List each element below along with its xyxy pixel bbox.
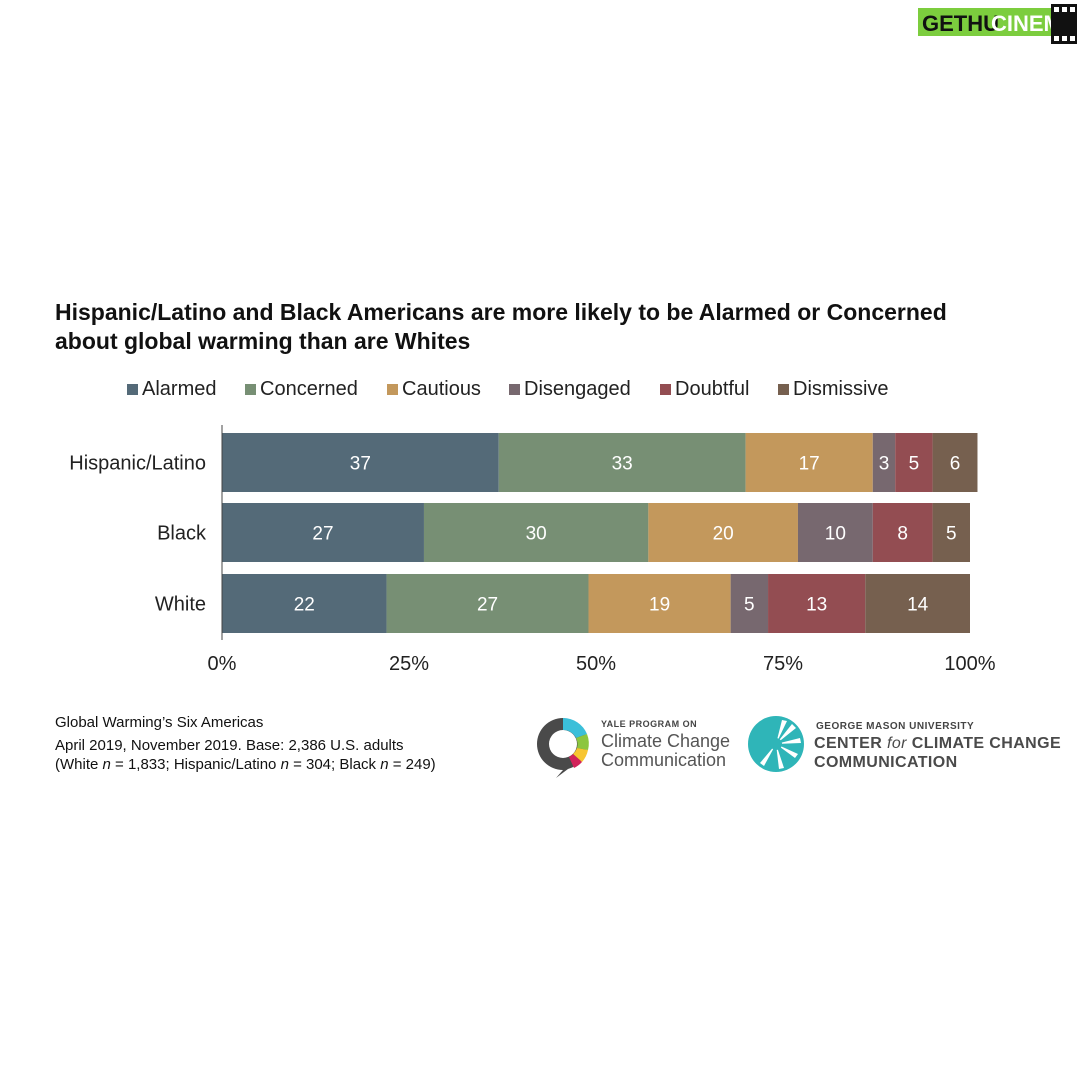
footnote-sample-sizes: (White n = 1,833; Hispanic/Latino n = 30… [55,756,436,773]
bar-value-label: 6 [950,454,961,475]
bar-segment [872,503,933,562]
legend-swatch [245,384,256,395]
x-tick-label: 50% [576,653,616,675]
bar-segment [222,433,499,492]
bar-value-label: 22 [294,595,315,616]
bar-value-label: 5 [744,595,755,616]
bar-value-label: 30 [526,524,547,545]
legend-swatch [509,384,520,395]
legend-swatch [127,384,138,395]
legend-label: Alarmed [142,378,217,400]
bar-value-label: 3 [879,454,890,475]
speech-bubble-icon [537,718,589,778]
bar-value-label: 37 [350,454,371,475]
legend-item: Cautious [387,378,481,401]
bar-segment [730,574,769,633]
bar-segment [932,433,978,492]
bar-segment [648,503,798,562]
chart-title-line-1: Hispanic/Latino and Black Americans are … [55,299,947,325]
gmu-university-label: GEORGE MASON UNIVERSITY [816,721,975,732]
bar-value-label: 14 [907,595,929,616]
bar-value-label: 27 [477,595,498,616]
bar-segment [498,433,746,492]
bar-value-label: 5 [946,524,957,545]
chart-title-line-2: about global warming than are Whites [55,328,471,354]
bar-value-label: 20 [713,524,734,545]
bar-value-label: 19 [649,595,670,616]
x-tick-label: 100% [944,653,995,675]
bar-value-label: 27 [312,524,333,545]
bar-segment [386,574,589,633]
category-label: Black [157,523,207,545]
legend-item: Alarmed [127,378,216,401]
chart-title: Hispanic/Latino and Black Americans are … [55,298,1015,356]
legend-label: Cautious [402,378,481,400]
yale-climate-change-label: Climate Change [601,731,731,751]
x-tick-label: 0% [208,653,237,675]
bar-value-label: 13 [806,595,827,616]
legend-swatch [387,384,398,395]
bar-value-label: 10 [825,524,846,545]
bar-segment [768,574,866,633]
gmu-communication-label: COMMUNICATION [814,754,958,771]
bar-value-label: 33 [612,454,633,475]
yale-climate-change-communication-logo: YALE PROGRAM ON Climate Change Communica… [532,712,742,782]
gmu-center-label: CENTER for CLIMATE CHANGE [814,735,1062,752]
bar-segment [588,574,731,633]
legend-label: Concerned [260,378,358,400]
x-tick-label: 75% [763,653,803,675]
category-label: Hispanic/Latino [69,453,206,475]
bar-segment [797,503,873,562]
bar-value-label: 17 [799,454,820,475]
legend-item: Concerned [245,378,358,401]
bar-segment [745,433,873,492]
sunburst-icon [748,716,804,772]
gmu-center-for-climate-change-communication-logo: GEORGE MASON UNIVERSITY CENTER for CLIMA… [746,712,1061,782]
legend-item: Disengaged [509,378,631,401]
gethucinema-watermark-logo: GETHU CINEMA [918,4,1078,44]
legend-swatch [660,384,671,395]
legend-item: Dismissive [778,378,889,401]
legend-label: Doubtful [675,378,750,400]
bar-segment [895,433,933,492]
bar-value-label: 5 [909,454,920,475]
bar-segment [222,503,424,562]
bar-segment [932,503,970,562]
bar-segment [872,433,896,492]
category-label: White [155,594,206,616]
bar-segment [222,574,387,633]
legend-swatch [778,384,789,395]
legend-item: Doubtful [660,378,750,401]
watermark-text-1: GETHU [922,11,999,36]
bar-value-label: 8 [897,524,908,545]
legend-label: Dismissive [793,378,889,400]
legend-label: Disengaged [524,378,631,400]
footnote-dates-base: April 2019, November 2019. Base: 2,386 U… [55,737,404,754]
yale-program-on-label: YALE PROGRAM ON [601,719,698,729]
bar-segment [865,574,970,633]
footnote-source: Global Warming’s Six Americas [55,714,264,731]
x-tick-label: 25% [389,653,429,675]
bar-segment [423,503,649,562]
yale-communication-label: Communication [601,750,727,770]
